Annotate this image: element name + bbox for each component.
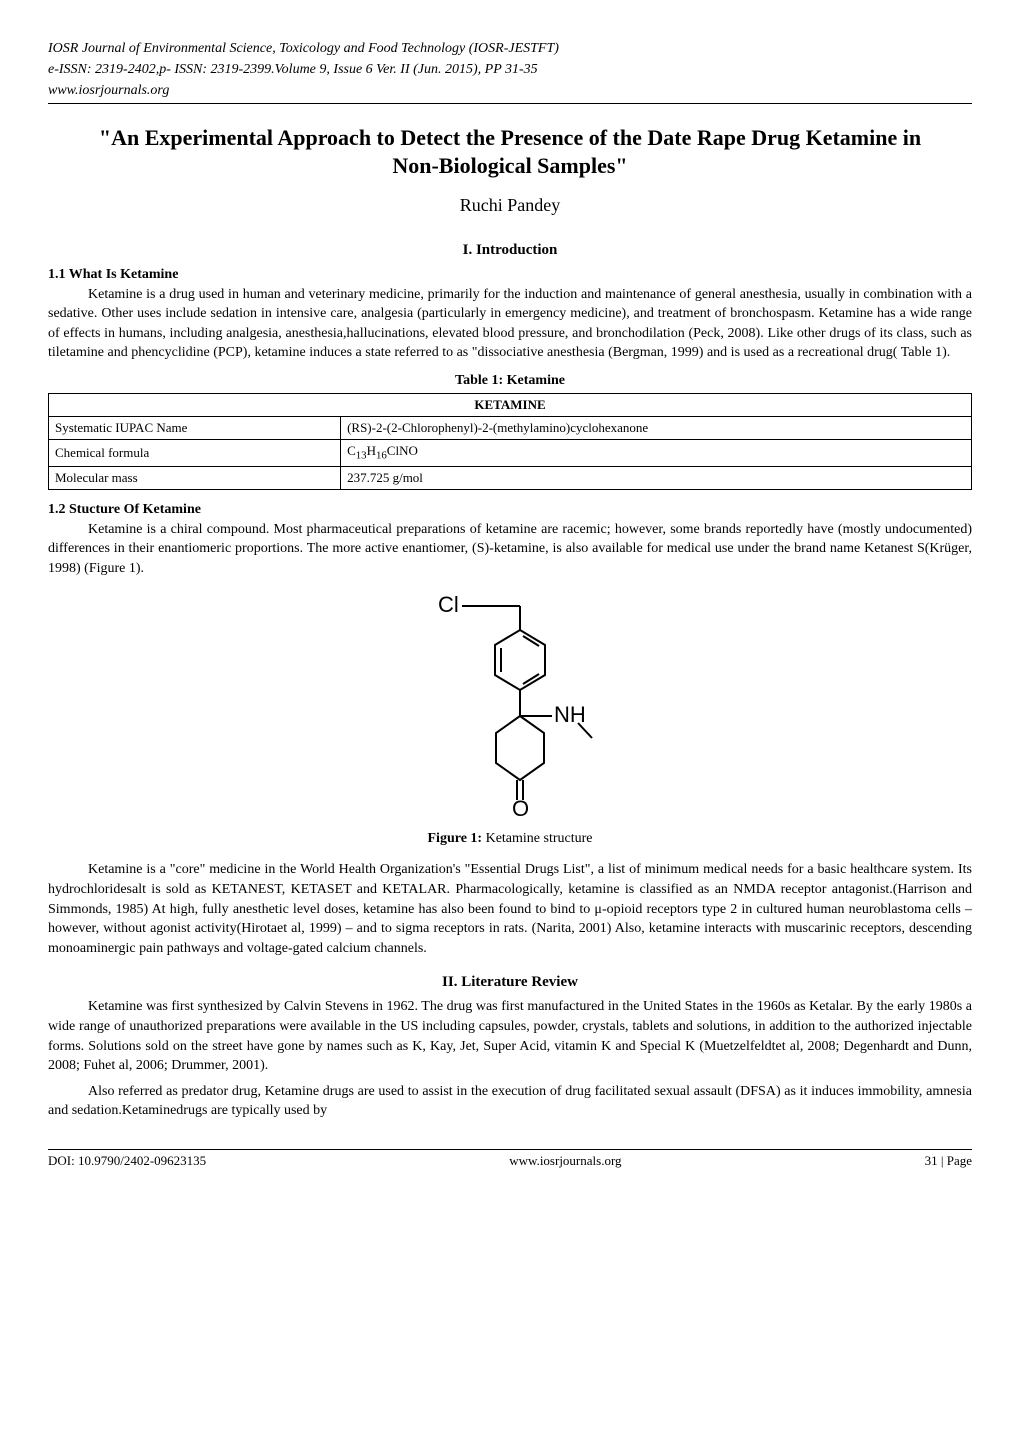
author-name: Ruchi Pandey xyxy=(48,193,972,218)
footer-url: www.iosrjournals.org xyxy=(509,1152,621,1170)
intro-paragraph-1: Ketamine is a drug used in human and vet… xyxy=(48,285,972,363)
section-2-heading: II. Literature Review xyxy=(48,972,972,993)
figure-1-caption: Figure 1: Ketamine structure xyxy=(48,829,972,849)
ketamine-table: KETAMINE Systematic IUPAC Name (RS)-2-(2… xyxy=(48,393,972,490)
subsection-1-1-heading: 1.1 What Is Ketamine xyxy=(48,265,972,285)
table-cell-label: Molecular mass xyxy=(49,466,341,489)
journal-url: www.iosrjournals.org xyxy=(48,82,972,101)
figure-1: Cl NH O xyxy=(48,588,972,825)
core-medicine-paragraph: Ketamine is a "core" medicine in the Wor… xyxy=(48,860,972,958)
table-cell-value: 237.725 g/mol xyxy=(341,466,972,489)
footer-page-number: 31 | Page xyxy=(925,1152,972,1170)
journal-name: IOSR Journal of Environmental Science, T… xyxy=(48,40,972,59)
table-row: Systematic IUPAC Name (RS)-2-(2-Chloroph… xyxy=(49,416,972,439)
table-row: Molecular mass 237.725 g/mol xyxy=(49,466,972,489)
paper-title: "An Experimental Approach to Detect the … xyxy=(88,124,932,181)
lit-review-paragraph-1: Ketamine was first synthesized by Calvin… xyxy=(48,997,972,1075)
section-1-heading: I. Introduction xyxy=(48,240,972,261)
subsection-1-2-heading: 1.2 Stucture Of Ketamine xyxy=(48,500,972,520)
ketamine-structure-svg: Cl NH O xyxy=(410,588,610,818)
journal-issn-volume: e-ISSN: 2319-2402,p- ISSN: 2319-2399.Vol… xyxy=(48,61,972,80)
table-cell-label: Chemical formula xyxy=(49,439,341,466)
table-1-caption: Table 1: Ketamine xyxy=(48,371,972,391)
label-nh: NH xyxy=(554,702,586,727)
figure-1-caption-bold: Figure 1: xyxy=(428,831,483,846)
table-cell-label: Systematic IUPAC Name xyxy=(49,416,341,439)
table-row: Chemical formula C13H16ClNO xyxy=(49,439,972,466)
table-cell-value: C13H16ClNO xyxy=(341,439,972,466)
label-o: O xyxy=(512,796,529,818)
header-divider xyxy=(48,103,972,104)
table-header-row: KETAMINE xyxy=(49,393,972,416)
table-cell-value: (RS)-2-(2-Chlorophenyl)-2-(methylamino)c… xyxy=(341,416,972,439)
structure-paragraph: Ketamine is a chiral compound. Most phar… xyxy=(48,520,972,579)
figure-1-caption-text: Ketamine structure xyxy=(482,831,592,846)
label-cl: Cl xyxy=(438,592,459,617)
footer-doi: DOI: 10.9790/2402-09623135 xyxy=(48,1152,206,1170)
page-footer: DOI: 10.9790/2402-09623135 www.iosrjourn… xyxy=(48,1152,972,1170)
footer-divider xyxy=(48,1149,972,1150)
lit-review-paragraph-2: Also referred as predator drug, Ketamine… xyxy=(48,1082,972,1121)
table-header-cell: KETAMINE xyxy=(49,393,972,416)
